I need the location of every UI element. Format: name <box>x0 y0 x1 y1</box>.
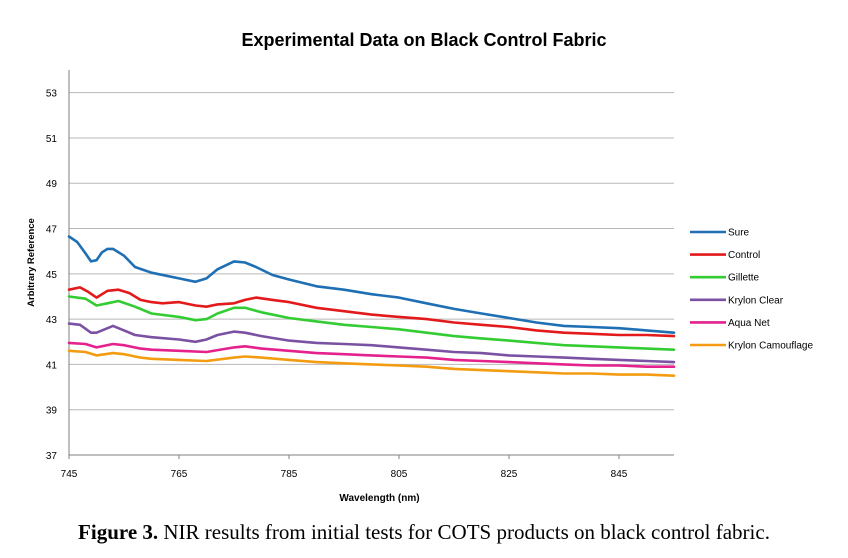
legend-label: Krylon Camouflage <box>728 341 813 352</box>
chart: Experimental Data on Black Control Fabri… <box>26 30 813 504</box>
figure-caption: Figure 3. NIR results from initial tests… <box>0 520 848 545</box>
legend-item-krylon-camouflage: Krylon Camouflage <box>690 341 813 352</box>
y-tick-label: 53 <box>46 89 58 100</box>
series-line-control <box>67 286 676 338</box>
legend-item-gillette: Gillette <box>690 273 760 284</box>
x-tick-label: 845 <box>611 469 628 480</box>
y-tick-label: 47 <box>46 225 58 236</box>
legend-item-sure: Sure <box>690 228 750 239</box>
y-tick-label: 45 <box>46 270 58 281</box>
series-line-gillette <box>67 295 676 351</box>
x-tick-label: 765 <box>171 469 188 480</box>
x-tick-label: 805 <box>391 469 408 480</box>
legend-label: Gillette <box>728 273 760 284</box>
y-tick-label: 39 <box>46 406 58 417</box>
x-axis-label: Wavelength (nm) <box>339 493 419 504</box>
legend-label: Control <box>728 250 760 261</box>
y-tick-label: 41 <box>46 360 58 371</box>
legend-item-krylon-clear: Krylon Clear <box>690 295 784 306</box>
legend-item-control: Control <box>690 250 760 261</box>
series-line-krylon-clear <box>67 322 676 364</box>
x-tick-label: 825 <box>501 469 518 480</box>
y-tick-label: 51 <box>46 134 58 145</box>
y-tick-label: 49 <box>46 179 58 190</box>
caption-text: NIR results from initial tests for COTS … <box>163 520 770 544</box>
chart-plot: 37 39 41 43 45 47 49 51 53 745 765 785 805 825 845 Wave… <box>26 70 813 504</box>
chart-title: Experimental Data on Black Control Fabri… <box>241 30 607 50</box>
legend-label: Sure <box>728 228 750 239</box>
series-line-aqua-net <box>67 341 676 368</box>
series-line-sure <box>67 235 676 334</box>
series-line-krylon-camouflage <box>67 349 676 377</box>
legend-label: Aqua Net <box>728 318 770 329</box>
legend-label: Krylon Clear <box>728 295 784 306</box>
y-tick-label: 37 <box>46 451 58 462</box>
legend-item-aqua-net: Aqua Net <box>690 318 770 329</box>
x-tick-label: 785 <box>281 469 298 480</box>
y-tick-label: 43 <box>46 315 58 326</box>
x-tick-label: 745 <box>61 469 78 480</box>
y-axis-label: Arbitrary Reference <box>26 218 37 307</box>
caption-label: Figure 3. <box>78 520 159 544</box>
